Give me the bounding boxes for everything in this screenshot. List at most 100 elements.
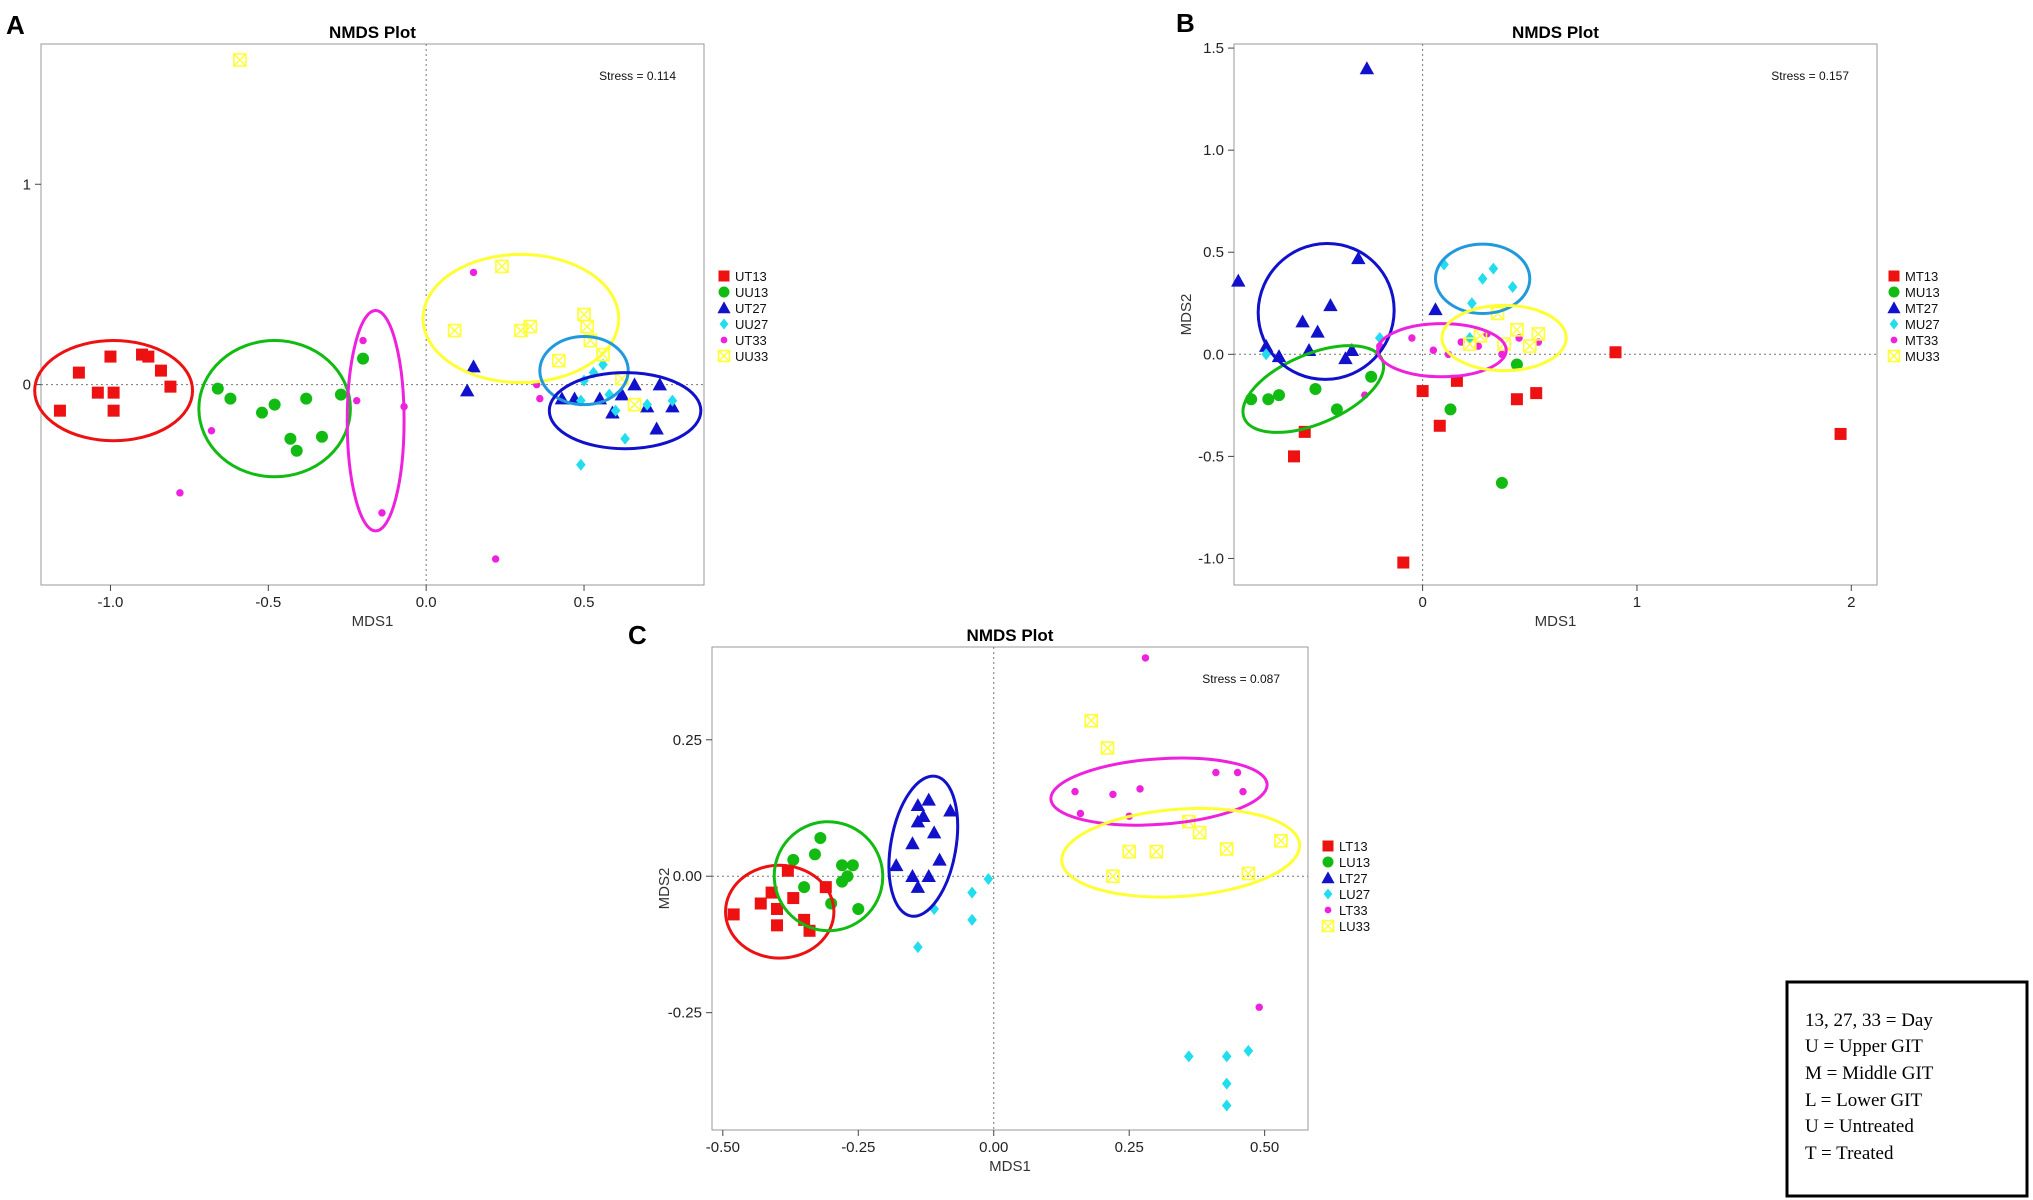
- abbreviation-key: 13, 27, 33 = Day U = Upper GIT M = Middl…: [1785, 980, 2029, 1198]
- key-line-2: U = Upper GIT: [1805, 1036, 1923, 1057]
- point-b-mu33-5: [1531, 327, 1546, 341]
- ellipse-c-0: [724, 863, 836, 960]
- legend-label-b-mu13: MU13: [1905, 285, 1940, 300]
- x-tick-label-c-2: 0.00: [979, 1139, 1008, 1156]
- panel-letter-b: B: [1176, 8, 1195, 38]
- point-b-mt33-3: [1429, 346, 1438, 354]
- y-tick-label-b-3: 0.0: [1203, 346, 1224, 363]
- point-c-lt27-5: [916, 808, 931, 822]
- x-tick-label-a-1: -0.5: [255, 594, 281, 611]
- point-c-lu33-5: [1192, 825, 1207, 840]
- point-a-uu13-2: [256, 406, 268, 419]
- legend-marker-b-mu27: [1889, 318, 1899, 330]
- point-c-lt27-7: [921, 792, 936, 806]
- point-a-uu33-0: [233, 53, 247, 67]
- point-c-lt27-10: [932, 852, 947, 866]
- point-c-lu27-4: [983, 872, 994, 885]
- x-tick-label-a-0: -1.0: [98, 594, 124, 611]
- ellipse-b-1: [1256, 241, 1396, 381]
- point-c-lt33-9: [1255, 1003, 1263, 1011]
- point-c-lt27-2: [905, 869, 920, 882]
- point-a-uu27-6: [620, 432, 630, 445]
- legend-marker-c-lu33: [1321, 919, 1335, 933]
- point-b-mu13-7: [1495, 476, 1508, 489]
- stress-label-c: Stress = 0.087: [1202, 672, 1280, 686]
- y-tick-label-b-4: -0.5: [1198, 448, 1224, 465]
- point-c-lt33-4: [1136, 785, 1144, 793]
- point-c-lu33-2: [1106, 869, 1120, 884]
- point-a-uu13-0: [211, 382, 224, 395]
- legend-label-c-lu27: LU27: [1339, 887, 1370, 902]
- point-a-ut13-1: [72, 366, 85, 379]
- point-a-ut33-6: [469, 268, 478, 277]
- ellipse-a-1: [197, 339, 352, 479]
- legend-marker-b-mu13: [1888, 286, 1900, 298]
- point-a-uu27-3: [598, 358, 608, 371]
- point-c-lu27-3: [967, 913, 977, 926]
- point-b-mu13-1: [1262, 393, 1275, 406]
- point-a-ut33-1: [207, 426, 216, 435]
- point-a-uu27-8: [667, 394, 678, 407]
- legend-label-a-uu13: UU13: [735, 285, 768, 300]
- x-tick-label-b-1: 1: [1633, 594, 1641, 611]
- ellipse-b-2: [1376, 322, 1508, 379]
- panel-c: C NMDS Plot Stress = 0.087 MDS1 MDS2 -0.50 -0…: [628, 620, 1370, 1175]
- point-c-lu33-0: [1084, 713, 1099, 728]
- x-axis-label-c: MDS1: [989, 1158, 1031, 1175]
- ellipse-c-4: [1060, 806, 1302, 899]
- point-c-lt33-1: [1076, 809, 1085, 818]
- point-a-ut13-5: [107, 404, 120, 417]
- plot-title-b: NMDS Plot: [1512, 23, 1599, 42]
- point-a-ut33-2: [359, 336, 367, 345]
- legend-label-b-mt33: MT33: [1905, 333, 1938, 348]
- stress-label-a: Stress = 0.114: [599, 69, 676, 83]
- legend-marker-a-uu13: [718, 286, 730, 298]
- ellipse-a-5: [547, 371, 703, 451]
- point-b-mu13-6: [1444, 403, 1457, 416]
- y-tick-label-c-2: -0.25: [668, 1005, 702, 1022]
- plot-frame-b: [1233, 43, 1878, 586]
- point-a-uu13-8: [334, 388, 347, 401]
- legend-marker-a-uu33: [717, 349, 731, 363]
- point-a-uu33-5: [551, 353, 566, 368]
- plot-title-c: NMDS Plot: [967, 626, 1054, 645]
- y-tick-label-c-0: 0.25: [673, 732, 702, 749]
- point-c-lu27-7: [1221, 1077, 1232, 1090]
- x-tick-label-c-0: -0.50: [706, 1139, 740, 1156]
- point-c-lu13-7: [841, 870, 854, 883]
- point-b-mt27-5: [1310, 324, 1325, 338]
- x-tick-label-b-2: 2: [1847, 594, 1855, 611]
- legend-marker-c-lu27: [1323, 888, 1333, 900]
- panel-a: A NMDS Plot Stress = 0.114 MDS1 MDS2 -1.0 -0.…: [0, 10, 768, 630]
- point-a-uu33-2: [495, 259, 509, 274]
- y-axis-label-c: MDS2: [656, 868, 673, 910]
- y-axis-label-a: MDS2: [0, 294, 2, 336]
- point-b-mt13-6: [1510, 393, 1523, 406]
- point-b-mt27-10: [1359, 61, 1375, 75]
- point-c-lu27-8: [1221, 1099, 1232, 1112]
- y-axis-label-b: MDS2: [1178, 294, 1195, 336]
- point-a-uu13-1: [224, 392, 237, 405]
- legend-marker-b-mt27: [1887, 301, 1901, 314]
- point-b-mt27-8: [1344, 343, 1360, 356]
- legend-label-c-lt13: LT13: [1339, 839, 1368, 854]
- point-a-uu13-7: [315, 430, 328, 443]
- point-b-mt13-7: [1530, 387, 1543, 400]
- point-a-ut27-6: [614, 387, 630, 401]
- point-a-ut27-9: [649, 421, 664, 435]
- x-tick-label-b-0: 0: [1418, 594, 1426, 611]
- point-c-lt13-4: [771, 902, 784, 915]
- legend-marker-c-lt27: [1321, 871, 1335, 884]
- legend-marker-c-lt33: [1324, 906, 1332, 914]
- point-a-ut27-1: [466, 359, 481, 373]
- point-c-lt27-11: [943, 803, 958, 817]
- point-b-mt27-7: [1338, 351, 1353, 365]
- point-c-lt13-1: [754, 897, 767, 910]
- point-c-lu13-8: [846, 859, 859, 872]
- point-a-uu33-7: [580, 319, 594, 334]
- point-a-ut33-7: [491, 555, 500, 563]
- legend-marker-c-lu13: [1322, 856, 1334, 868]
- legend-marker-a-uu27: [719, 318, 729, 330]
- point-b-mu13-4: [1330, 403, 1343, 416]
- legend-marker-b-mu33: [1887, 349, 1901, 363]
